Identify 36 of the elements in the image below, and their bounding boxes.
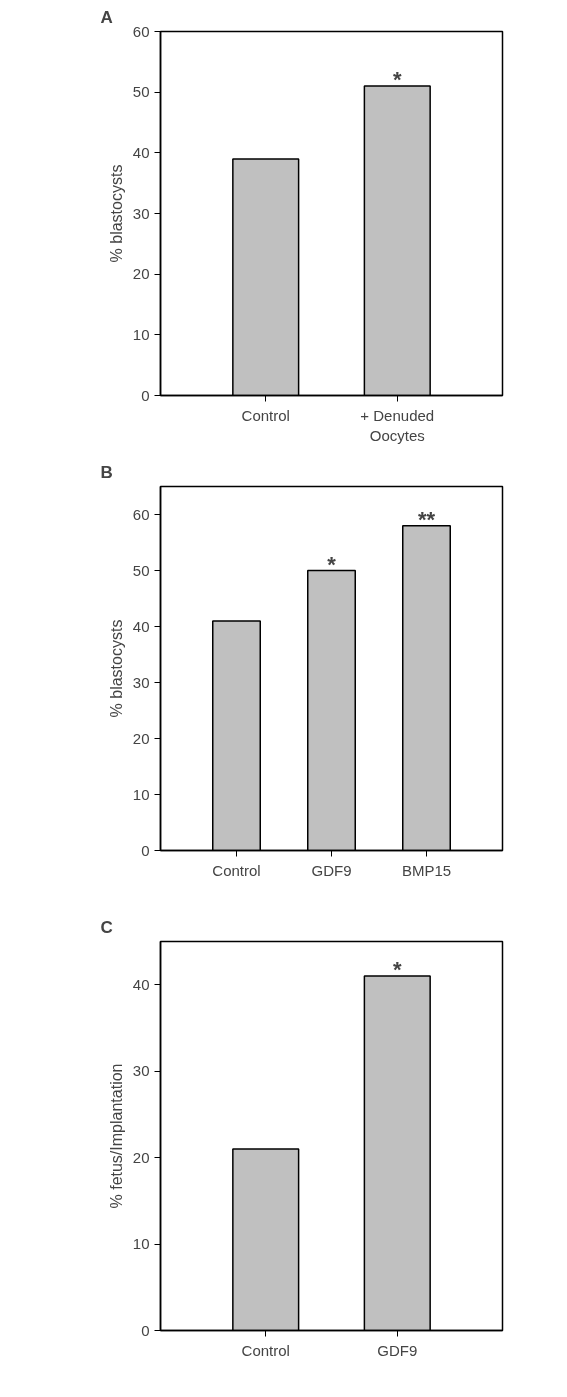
y-tick-label: 40: [132, 143, 150, 161]
chart-title: B: [100, 462, 113, 482]
y-tick-label: 10: [132, 325, 150, 343]
y-tick-label: 30: [132, 204, 150, 222]
x-tick-label: Control: [212, 861, 261, 879]
y-tick-label: 10: [132, 785, 150, 803]
y-tick-label: 50: [132, 83, 150, 101]
annotation: *: [327, 551, 337, 577]
y-tick-label: 40: [132, 975, 150, 993]
x-tick-label: GDF9: [377, 1341, 418, 1359]
annotation: *: [392, 67, 402, 93]
y-tick-label: 30: [132, 673, 150, 691]
y-tick-label: 20: [132, 265, 150, 283]
y-tick-label: 60: [132, 505, 150, 523]
y-tick-label: 0: [141, 841, 150, 859]
x-tick-label: + Denuded Oocytes: [360, 406, 435, 444]
x-tick-label: BMP15: [401, 861, 452, 879]
y-axis-title: % fetus/Implantation: [107, 1063, 125, 1209]
y-tick-label: 50: [132, 561, 150, 579]
annotation: **: [417, 506, 436, 532]
chart-title: C: [100, 917, 113, 937]
chart-title: A: [100, 7, 113, 27]
x-tick-label: Control: [241, 1341, 290, 1359]
y-axis-title: % blastocysts: [107, 164, 125, 263]
y-tick-label: 0: [141, 386, 150, 404]
y-tick-label: 20: [132, 1148, 150, 1166]
y-tick-label: 20: [132, 729, 150, 747]
y-tick-label: 40: [132, 617, 150, 635]
x-tick-label: GDF9: [311, 861, 352, 879]
y-tick-label: 0: [141, 1321, 150, 1339]
y-tick-label: 30: [132, 1062, 150, 1080]
y-tick-label: 10: [132, 1235, 150, 1253]
y-axis-title: % blastocysts: [107, 619, 125, 718]
annotation: *: [392, 957, 402, 983]
y-tick-label: 60: [132, 22, 150, 40]
x-tick-label: Control: [241, 406, 290, 424]
